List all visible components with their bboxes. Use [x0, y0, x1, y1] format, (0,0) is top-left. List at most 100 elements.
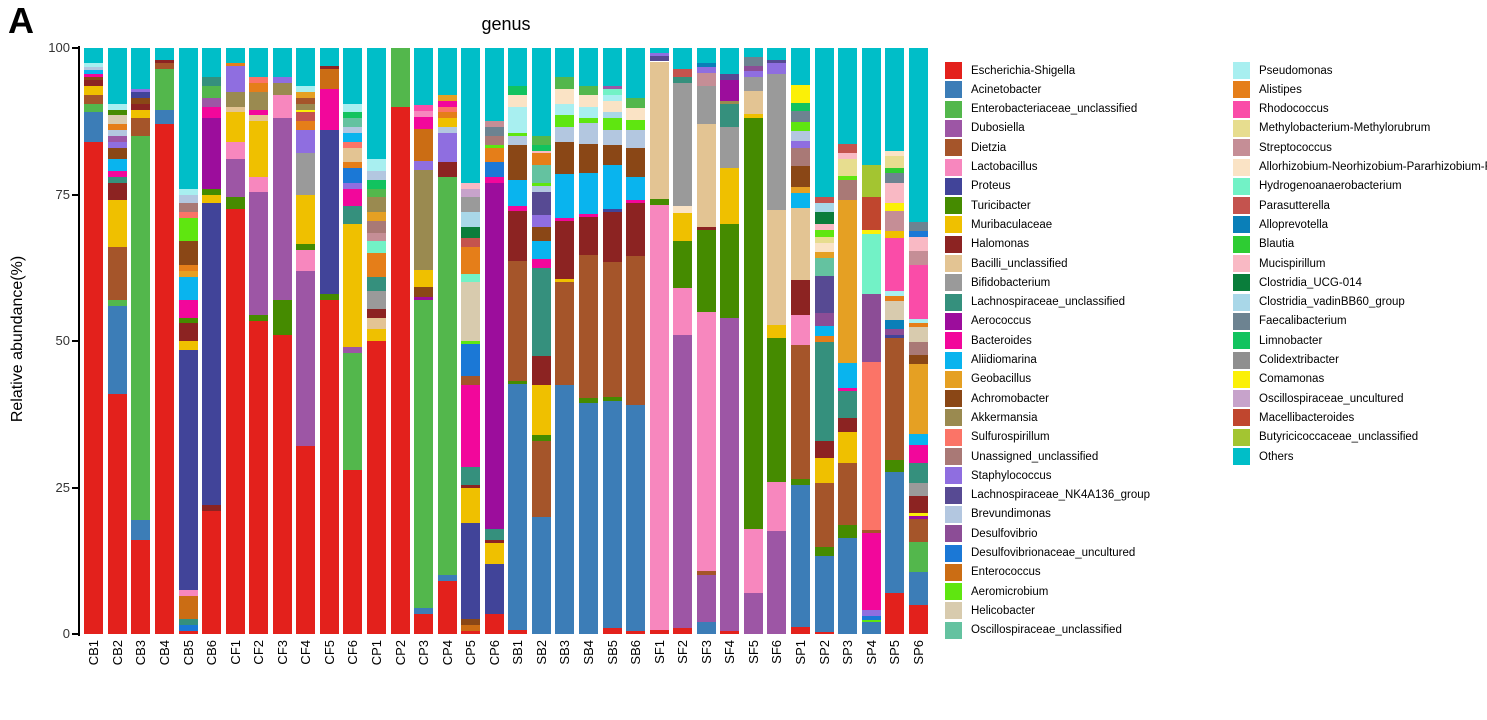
segment-Parasutterella — [673, 68, 693, 78]
segment-Enterococcus — [178, 595, 198, 620]
segment-Bifidobacterium — [908, 483, 928, 496]
segment-Akkermansia — [249, 91, 269, 110]
segment-Acinetobacter — [790, 485, 810, 627]
legend-label: Bifidobacterium — [971, 276, 1051, 289]
segment-Halomonas — [484, 540, 504, 544]
legend-swatch — [945, 583, 962, 601]
segment-Lactobacillus — [649, 205, 669, 630]
legend-item-Turicibacter: Turicibacter — [945, 197, 1031, 215]
segment-Escherichia-Shigella — [814, 632, 834, 634]
legend-label: Pseudomonas — [1259, 64, 1333, 77]
segment-Escherichia-Shigella — [272, 335, 292, 634]
segment-Lachnospiraceae_unclassified — [484, 528, 504, 541]
segment-Geobacillus — [437, 94, 457, 101]
segment-Achromobacter — [461, 619, 481, 626]
segment-Desulfovibrionaceae_uncultured — [343, 168, 363, 183]
segment-Aliidiomarina — [602, 165, 622, 210]
bar-CP6 — [484, 48, 504, 634]
legend-label: Lachnospiraceae_unclassified — [971, 296, 1126, 309]
legend-label: Clostridia_vadinBB60_group — [1259, 296, 1405, 309]
segment-Dietzia — [790, 344, 810, 480]
legend-item-Oscillospiraceae_unclassified: Oscillospiraceae_unclassified — [945, 621, 1122, 639]
segment-Halomonas — [555, 220, 575, 280]
segment-Escherichia-Shigella — [343, 469, 363, 634]
x-tick-label-SB1: SB1 — [510, 640, 526, 665]
segment-Clostridia_vadinBB60_group — [602, 112, 622, 119]
segment-Limnobacter — [508, 86, 528, 95]
legend-swatch — [1233, 235, 1250, 253]
legend-swatch — [945, 312, 962, 330]
bar-SB1 — [508, 48, 528, 634]
legend-item-Streptococcus: Streptococcus — [1233, 139, 1332, 157]
segment-Halomonas — [508, 210, 528, 261]
bar-CF1 — [225, 48, 245, 634]
legend-item-Lachnospiraceae_NK4A136_group: Lachnospiraceae_NK4A136_group — [945, 486, 1151, 504]
segment-Dietzia — [814, 482, 834, 548]
legend-label: Acinetobacter — [971, 83, 1042, 96]
legend-label: Lactobacillus — [971, 161, 1038, 173]
x-tick-label-CF6: CF6 — [345, 640, 361, 665]
legend-label: Lachnospiraceae_NK4A136_group — [971, 489, 1151, 502]
segment-Brevundimonas — [790, 131, 810, 142]
legend-swatch — [1233, 428, 1250, 446]
segment-Allorhizobium-Neorhizobium-Pararhizobium-Rhizobium — [555, 89, 575, 104]
segment-Lachnospiraceae_NK4A136_group — [531, 191, 551, 216]
segment-Turicibacter — [508, 380, 528, 384]
segment-Escherichia-Shigella — [673, 628, 693, 634]
segment-Dietzia — [626, 256, 646, 406]
segment-Acinetobacter — [578, 402, 598, 634]
segment-Dubosiella — [720, 317, 740, 632]
segment-Dubosiella — [767, 531, 787, 634]
segment-Others — [154, 48, 174, 60]
segment-Others — [272, 48, 292, 78]
segment-Achromobacter — [107, 147, 127, 160]
legend-item-Dubosiella: Dubosiella — [945, 119, 1025, 137]
legend-label: Blautia — [1259, 238, 1295, 251]
legend-swatch — [945, 544, 962, 562]
segment-Others — [696, 48, 716, 63]
segment-Aeromicrobium — [790, 121, 810, 132]
segment-Others — [720, 48, 740, 75]
legend-item-Unassigned_unclassified: Unassigned_unclassified — [945, 448, 1098, 465]
segment-Muribaculaceae — [296, 194, 316, 245]
segment-Aeromicrobium — [861, 619, 881, 623]
y-tick-label-100: 100 — [48, 40, 70, 55]
segment-Others — [461, 48, 481, 183]
segment-Lactobacillus — [696, 311, 716, 572]
segment-Bacteroides — [578, 213, 598, 217]
segment-Unassigned_unclassified — [908, 342, 928, 356]
segment-Brevundimonas — [531, 185, 551, 192]
segment-Desulfovibrionaceae_uncultured — [908, 230, 928, 237]
legend-label: Others — [1259, 450, 1294, 463]
segment-Acinetobacter — [131, 519, 151, 541]
segment-Methylobacterium-Methylorubrum — [838, 158, 858, 176]
legend-swatch — [1233, 409, 1250, 427]
segment-Bacilli_unclassified — [790, 208, 810, 281]
bar-CB3 — [131, 48, 151, 634]
x-tick-label-SF1: SF1 — [651, 640, 667, 664]
legend-swatch — [1233, 139, 1250, 157]
legend-swatch — [945, 216, 962, 234]
legend-label: Bacteroides — [971, 334, 1032, 347]
x-tick-label-CB2: CB2 — [109, 640, 125, 666]
legend-item-Bifidobacterium: Bifidobacterium — [945, 274, 1051, 292]
legend-item-Desulfovibrio: Desulfovibrio — [945, 525, 1038, 543]
segment-Acinetobacter — [555, 384, 575, 634]
segment-Comamonas — [790, 84, 810, 103]
segment-Others — [555, 48, 575, 78]
segment-Halomonas — [696, 226, 716, 230]
segment-Lachnospiraceae_unclassified — [908, 463, 928, 484]
segment-Muribaculaceae — [814, 458, 834, 483]
segment-Acinetobacter — [814, 556, 834, 633]
segment-Lactobacillus — [272, 94, 292, 119]
legend-label: Desulfovibrio — [971, 527, 1038, 540]
segment-Proteus — [461, 522, 481, 620]
segment-Bacteroides — [437, 100, 457, 107]
segment-Alistipes — [908, 323, 928, 327]
legend-label: Muribaculaceae — [971, 218, 1053, 231]
segment-Pseudomonas — [508, 106, 528, 133]
legend-label: Staphylococcus — [971, 469, 1052, 482]
segment-Dietzia — [84, 94, 104, 104]
bar-CP3 — [414, 48, 434, 634]
